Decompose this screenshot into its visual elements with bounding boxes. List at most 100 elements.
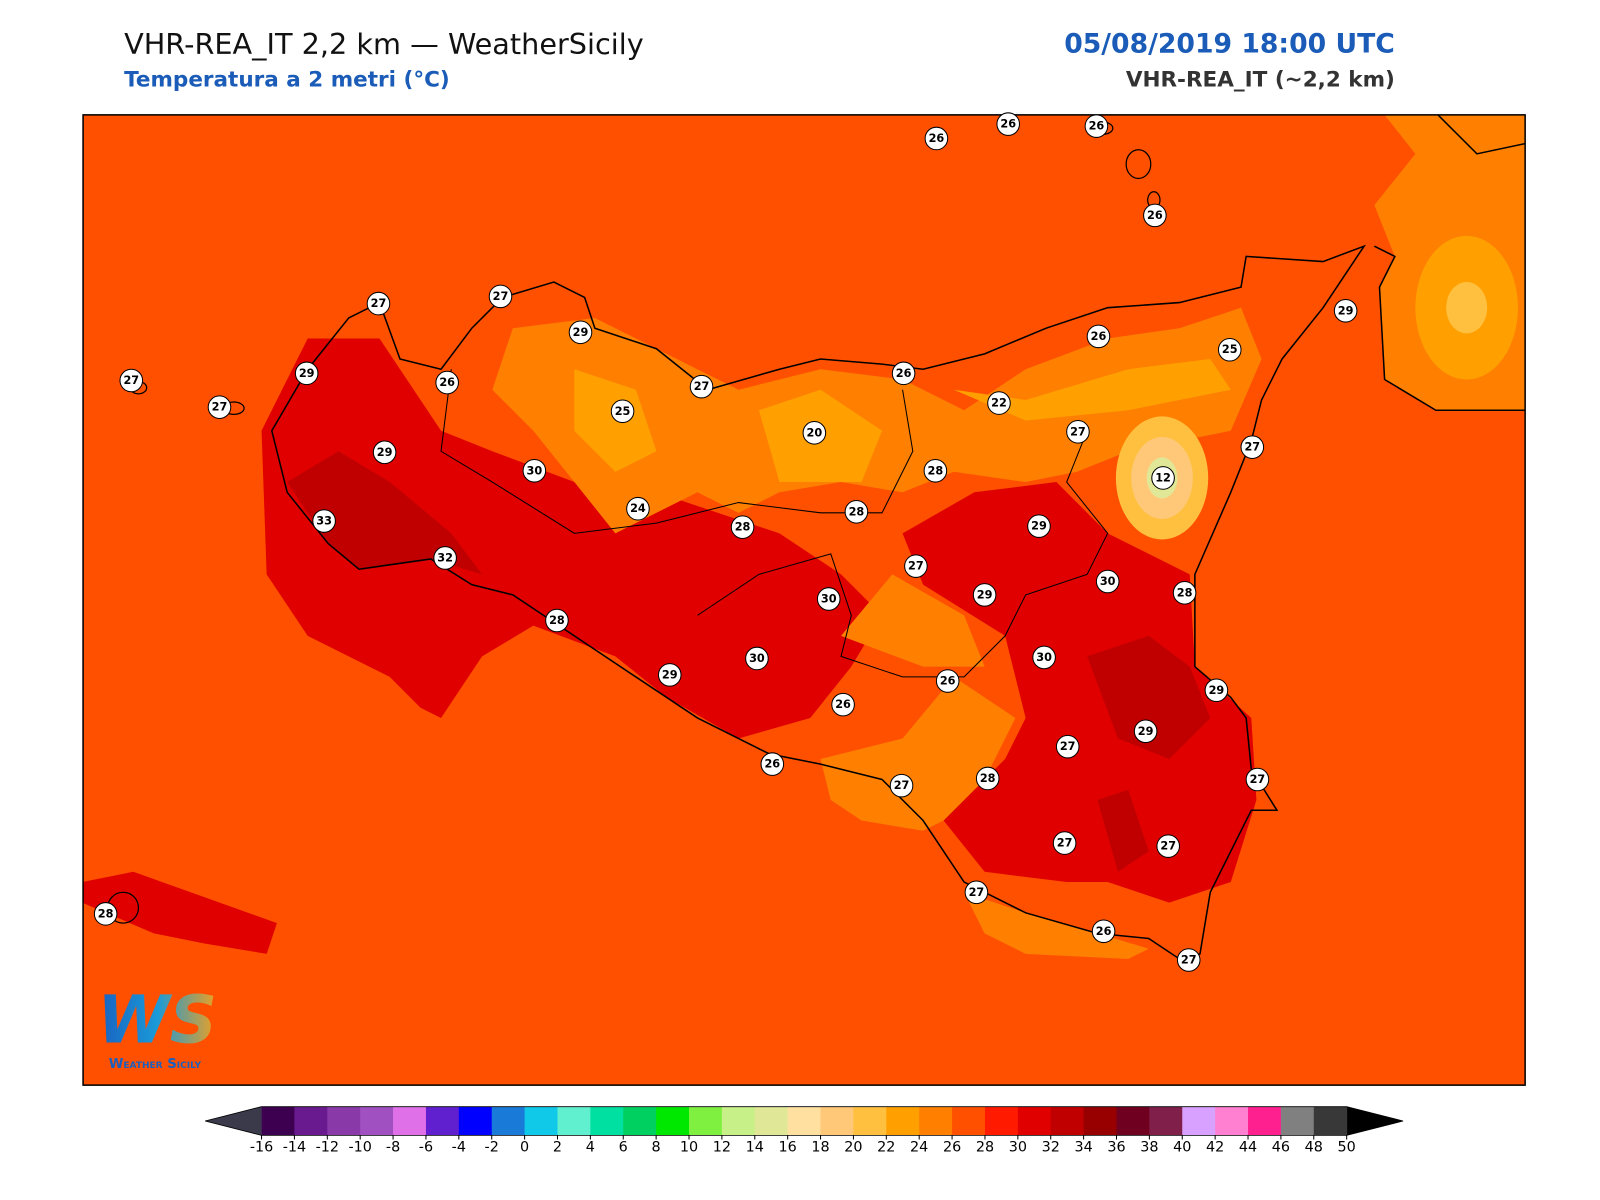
colorbar-under [205,1106,262,1136]
colorbar-bin [491,1106,526,1136]
station-marker [1055,734,1080,759]
station-value: 27 [123,374,139,387]
colorbar-tick-label: 8 [652,1140,661,1156]
colorbar-bin [294,1106,328,1136]
colorbar-tick-label: 0 [520,1140,529,1156]
colorbar-outline [205,1106,1404,1136]
colorbar-tick-label: 10 [680,1140,698,1156]
stations: 26 26 26 26 27 27 29 27 29 26 27 25 27 26 26 25 29 22 20 27… [93,112,1358,972]
station-marker [1156,834,1180,858]
province-border [697,430,1109,678]
station-value: 29 [1138,725,1154,738]
station-marker [987,391,1011,415]
colorbar-bin [360,1106,394,1136]
station-value: 26 [764,758,780,771]
station-value: 28 [1177,586,1193,599]
colorbar-bin [689,1106,723,1136]
colorbar-bin [952,1106,986,1136]
station-marker [1143,203,1167,228]
station-marker [1052,831,1077,855]
colorbar: -16 -14 -12 -10 -8 -6 -4 -2 0 2 4 6 8 10 12 14 16 18 20 22 2… [205,1106,1404,1156]
station-marker [1151,466,1175,490]
colorbar-tick-label: 32 [1042,1140,1060,1156]
station-marker [1086,324,1111,349]
colorbar-bin [1149,1106,1183,1136]
colorbar-bin [425,1106,460,1136]
colorbar-tick-label: 36 [1107,1140,1125,1156]
station-value: 22 [991,397,1007,410]
station-value: 26 [1091,330,1107,343]
station-marker [935,669,960,693]
colorbar-bin [1116,1106,1150,1136]
temperature-area [953,358,1231,421]
station-marker [294,361,319,386]
station-marker [433,546,457,570]
colorbar-bin [1313,1106,1348,1136]
temperature-area [841,574,985,667]
station-value: 20 [807,426,823,439]
station-value: 27 [1070,425,1086,438]
temperature-area [261,338,883,739]
map-area [83,114,1526,1086]
colorbar-bin [590,1106,624,1136]
colorbar-bin [754,1106,789,1136]
station-value: 27 [1160,840,1176,853]
station-marker [1091,919,1116,944]
station-marker [844,500,869,524]
station-marker [312,509,336,533]
temperature-area [1097,789,1149,872]
colorbar-tick-label: 28 [976,1140,994,1156]
station-marker [1133,719,1158,744]
colorbar-tick-label: 12 [713,1140,731,1156]
station-marker [1217,337,1242,362]
station-value: 28 [980,772,996,785]
station-marker [1204,678,1229,703]
station-marker [745,646,769,671]
station-value: 30 [1036,651,1052,664]
colorbar-tick-label: 24 [910,1140,928,1156]
station-value: 12 [1155,471,1171,484]
colorbar-bin [984,1106,1019,1136]
station-value: 26 [835,698,851,711]
temperature-area [1446,282,1488,334]
station-value: 29 [662,668,678,681]
colorbar-bin [458,1106,493,1136]
station-marker [1032,645,1056,670]
station-value: 33 [316,515,332,528]
station-marker [1172,581,1197,605]
colorbar-over [1346,1106,1404,1136]
station-marker [972,583,997,607]
station-value: 27 [1181,954,1197,967]
station-value: 29 [573,326,589,339]
station-value: 26 [896,367,912,380]
logo-mark: WS [97,983,217,1059]
station-value: 26 [929,132,945,145]
station-value: 26 [1000,118,1016,131]
station-marker [760,752,785,776]
station-marker [366,291,391,316]
subtitle: Temperatura a 2 metri (°C) [124,68,450,93]
colorbar-tick-label: 40 [1173,1140,1191,1156]
colorbar-tick-label: 20 [844,1140,862,1156]
station-value: 29 [1209,684,1225,697]
datetime: 05/08/2019 18:00 UTC [1064,29,1395,60]
station-marker [689,374,714,399]
station-value: 27 [908,560,924,573]
station-value: 27 [1250,773,1266,786]
station-marker [1095,569,1120,594]
colorbar-bin [886,1106,920,1136]
colorbar-tick-label: -6 [419,1140,433,1156]
station-value: 27 [894,779,910,792]
temperature-area [820,676,1016,831]
station-marker [1066,420,1090,444]
colorbar-tick-label: -16 [250,1140,273,1156]
station-marker [1084,114,1109,138]
logo-text: Weather Sicily [109,1057,202,1072]
station-value: 27 [1244,441,1260,454]
colorbar-tick-label: -4 [452,1140,466,1156]
station-marker [657,663,682,687]
station-marker [975,766,1000,791]
station-marker [372,440,397,465]
colorbar-tick-label: -14 [283,1140,306,1156]
